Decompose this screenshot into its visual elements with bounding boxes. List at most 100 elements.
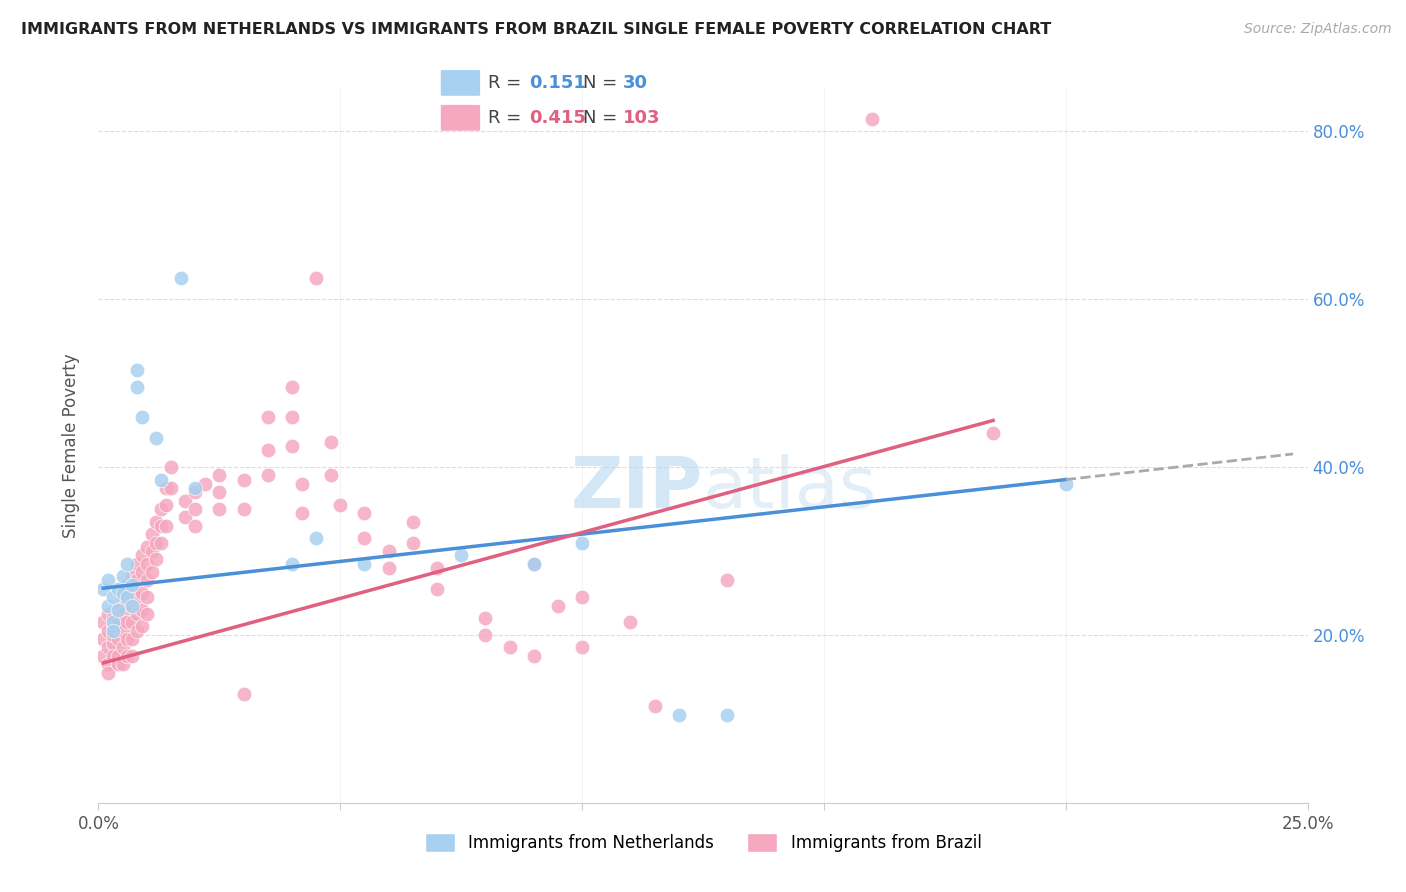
- Point: [523, 648, 546, 663]
- Point: [101, 624, 124, 638]
- Point: [498, 640, 520, 655]
- Point: [474, 628, 496, 642]
- Point: [155, 498, 177, 512]
- Point: [426, 582, 449, 596]
- Point: [184, 518, 207, 533]
- Point: [131, 603, 153, 617]
- Point: [117, 557, 139, 571]
- Point: [174, 493, 197, 508]
- Point: [281, 557, 304, 571]
- Point: [256, 409, 278, 424]
- Point: [232, 473, 254, 487]
- Point: [571, 590, 593, 604]
- Point: [111, 640, 134, 655]
- Point: [377, 560, 399, 574]
- Point: [450, 548, 472, 562]
- Point: [319, 468, 342, 483]
- Point: [208, 485, 231, 500]
- Text: atlas: atlas: [703, 454, 877, 524]
- Point: [117, 615, 139, 630]
- Point: [135, 574, 157, 588]
- Point: [135, 590, 157, 604]
- Point: [329, 498, 352, 512]
- Point: [101, 636, 124, 650]
- Point: [150, 502, 173, 516]
- Point: [107, 632, 129, 646]
- Point: [131, 565, 153, 579]
- Point: [121, 648, 143, 663]
- Point: [97, 665, 120, 680]
- Point: [101, 628, 124, 642]
- Point: [208, 502, 231, 516]
- Point: [981, 426, 1004, 441]
- Point: [121, 569, 143, 583]
- Point: [353, 557, 375, 571]
- Point: [97, 624, 120, 638]
- Point: [91, 582, 114, 596]
- Point: [145, 515, 167, 529]
- Point: [141, 565, 163, 579]
- Text: 103: 103: [623, 109, 661, 127]
- Point: [101, 615, 124, 630]
- Point: [97, 574, 120, 588]
- Point: [1054, 476, 1077, 491]
- Point: [426, 560, 449, 574]
- Point: [160, 460, 183, 475]
- Y-axis label: Single Female Poverty: Single Female Poverty: [62, 354, 80, 538]
- Point: [117, 648, 139, 663]
- Point: [131, 548, 153, 562]
- Point: [155, 518, 177, 533]
- Point: [305, 271, 328, 285]
- Text: R =: R =: [488, 74, 526, 92]
- Point: [97, 599, 120, 613]
- Point: [121, 582, 143, 596]
- Point: [121, 599, 143, 613]
- Point: [571, 640, 593, 655]
- Legend: Immigrants from Netherlands, Immigrants from Brazil: Immigrants from Netherlands, Immigrants …: [418, 826, 988, 859]
- Point: [101, 619, 124, 633]
- Point: [97, 607, 120, 621]
- Point: [91, 632, 114, 646]
- Point: [474, 611, 496, 625]
- Point: [716, 574, 738, 588]
- Point: [91, 648, 114, 663]
- Point: [117, 577, 139, 591]
- Point: [111, 607, 134, 621]
- Point: [256, 468, 278, 483]
- Point: [150, 518, 173, 533]
- Point: [111, 657, 134, 672]
- Point: [547, 599, 569, 613]
- Point: [121, 599, 143, 613]
- Point: [127, 590, 149, 604]
- Point: [184, 502, 207, 516]
- Point: [117, 594, 139, 608]
- Point: [101, 611, 124, 625]
- Point: [232, 502, 254, 516]
- Point: [281, 409, 304, 424]
- Point: [571, 535, 593, 549]
- Point: [644, 699, 666, 714]
- Point: [145, 535, 167, 549]
- Point: [668, 707, 690, 722]
- Point: [169, 271, 191, 285]
- Text: 0.151: 0.151: [530, 74, 586, 92]
- Point: [141, 544, 163, 558]
- Point: [319, 434, 342, 449]
- Point: [121, 615, 143, 630]
- Point: [117, 632, 139, 646]
- Point: [619, 615, 641, 630]
- Point: [107, 657, 129, 672]
- Point: [290, 476, 312, 491]
- Point: [131, 409, 153, 424]
- Point: [127, 607, 149, 621]
- Point: [145, 552, 167, 566]
- Point: [135, 540, 157, 554]
- Point: [121, 577, 143, 591]
- Point: [127, 380, 149, 394]
- Text: IMMIGRANTS FROM NETHERLANDS VS IMMIGRANTS FROM BRAZIL SINGLE FEMALE POVERTY CORR: IMMIGRANTS FROM NETHERLANDS VS IMMIGRANT…: [21, 22, 1052, 37]
- Point: [184, 485, 207, 500]
- Point: [353, 532, 375, 546]
- Point: [131, 586, 153, 600]
- Point: [174, 510, 197, 524]
- Point: [523, 557, 546, 571]
